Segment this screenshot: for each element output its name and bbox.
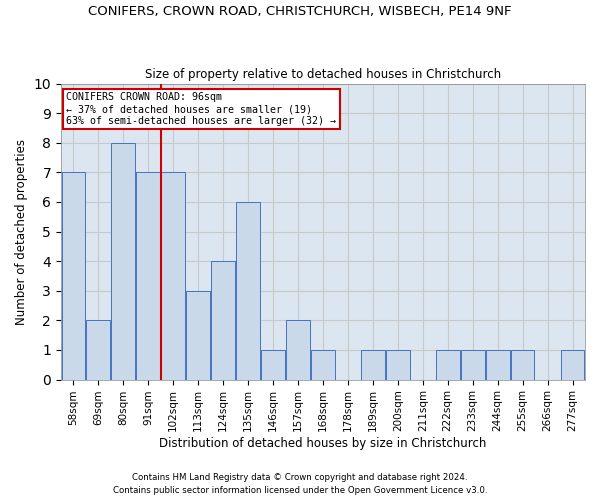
Bar xyxy=(161,172,185,380)
Title: Size of property relative to detached houses in Christchurch: Size of property relative to detached ho… xyxy=(145,68,501,81)
Bar xyxy=(436,350,460,380)
Bar xyxy=(211,261,235,380)
Bar xyxy=(187,291,210,380)
Text: CONIFERS, CROWN ROAD, CHRISTCHURCH, WISBECH, PE14 9NF: CONIFERS, CROWN ROAD, CHRISTCHURCH, WISB… xyxy=(88,5,512,18)
Bar xyxy=(386,350,410,380)
X-axis label: Distribution of detached houses by size in Christchurch: Distribution of detached houses by size … xyxy=(159,437,487,450)
Bar xyxy=(560,350,584,380)
Bar xyxy=(62,172,85,380)
Bar xyxy=(486,350,509,380)
Bar xyxy=(286,320,310,380)
Text: Contains HM Land Registry data © Crown copyright and database right 2024.
Contai: Contains HM Land Registry data © Crown c… xyxy=(113,474,487,495)
Bar xyxy=(311,350,335,380)
Bar xyxy=(461,350,485,380)
Bar xyxy=(86,320,110,380)
Bar xyxy=(261,350,285,380)
Bar xyxy=(361,350,385,380)
Bar xyxy=(236,202,260,380)
Text: CONIFERS CROWN ROAD: 96sqm
← 37% of detached houses are smaller (19)
63% of semi: CONIFERS CROWN ROAD: 96sqm ← 37% of deta… xyxy=(66,92,336,126)
Bar xyxy=(112,143,135,380)
Y-axis label: Number of detached properties: Number of detached properties xyxy=(15,138,28,324)
Bar xyxy=(511,350,535,380)
Bar xyxy=(136,172,160,380)
